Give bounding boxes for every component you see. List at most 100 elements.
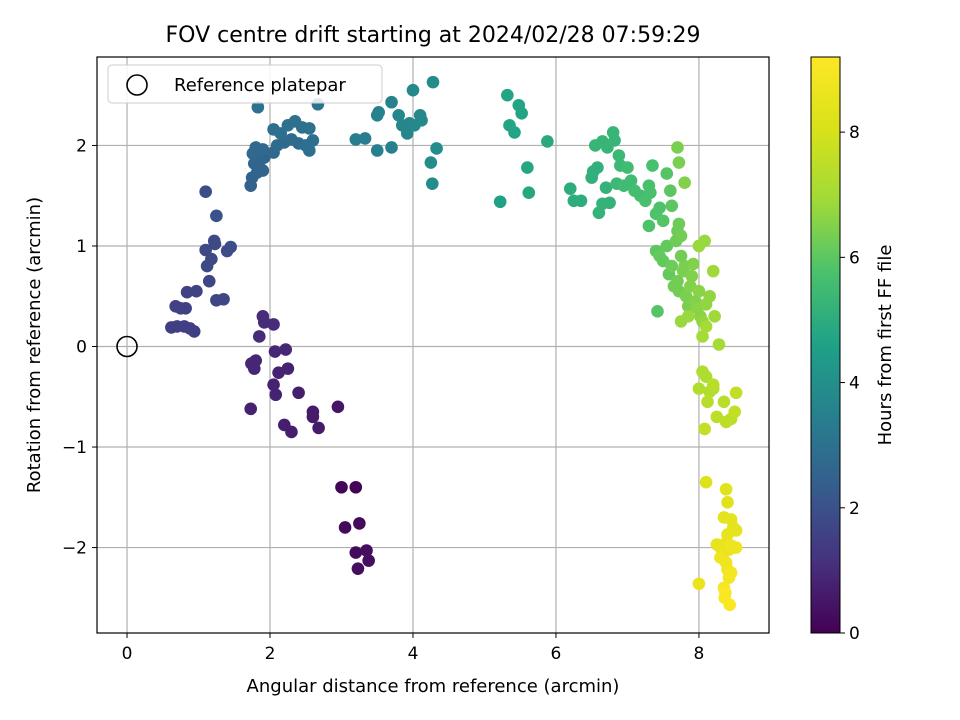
legend: Reference platepar [107, 64, 383, 104]
data-point [701, 395, 714, 409]
data-point [706, 264, 720, 278]
data-point [385, 141, 398, 154]
y-tick-label: 0 [76, 338, 87, 358]
data-point [660, 167, 674, 180]
data-point [244, 402, 258, 416]
data-point [621, 161, 634, 174]
data-point [224, 240, 237, 254]
colorbar-tick-label: 2 [849, 499, 860, 519]
x-tick-label: 4 [408, 644, 419, 664]
data-point [306, 134, 320, 147]
y-axis-ticks: −2 −1 0 1 2 [62, 136, 97, 559]
data-point [281, 362, 295, 375]
data-point [385, 95, 398, 109]
colorbar: 0 2 4 6 8 Hours from first FF file [810, 56, 896, 644]
data-point [292, 386, 305, 400]
data-point [722, 571, 736, 585]
data-point [515, 106, 528, 120]
legend-marker [126, 74, 148, 96]
data-point [696, 330, 709, 343]
data-point [653, 201, 666, 215]
data-point [703, 289, 716, 303]
data-point [303, 122, 316, 135]
data-point [521, 161, 534, 174]
data-point [358, 132, 372, 145]
data-point [706, 378, 720, 392]
colorbar-tick-label: 8 [849, 123, 860, 143]
y-tick-label: −2 [62, 539, 87, 559]
colorbar-gradient [810, 56, 841, 634]
data-point [349, 480, 363, 494]
data-point [644, 186, 657, 200]
data-point [672, 156, 686, 169]
data-point [179, 302, 192, 315]
y-tick-label: 2 [76, 136, 87, 156]
data-point [338, 521, 352, 534]
data-point [692, 382, 706, 396]
data-point [672, 217, 686, 231]
data-point [681, 310, 695, 323]
data-point [205, 252, 218, 266]
data-point [493, 195, 507, 209]
x-tick-label: 0 [122, 644, 133, 664]
data-point [199, 243, 212, 257]
data-point [199, 185, 212, 199]
data-point [664, 184, 677, 197]
data-point [699, 370, 713, 383]
data-point [728, 405, 741, 419]
data-point [279, 343, 293, 356]
y-axis-label: Rotation from reference (arcmin) [24, 197, 45, 493]
data-point [190, 284, 203, 298]
data-point [674, 229, 688, 243]
data-point [351, 562, 365, 575]
data-point [599, 181, 613, 194]
x-axis-ticks: 0 2 4 6 8 [122, 633, 705, 664]
y-tick-label: 1 [76, 237, 87, 257]
x-axis-label: Angular distance from reference (arcmin) [247, 676, 620, 697]
data-point [674, 249, 688, 263]
data-point [256, 164, 270, 177]
data-point [708, 310, 721, 323]
data-point [710, 410, 724, 424]
x-tick-label: 8 [694, 644, 705, 664]
data-point [692, 577, 706, 591]
data-point [208, 237, 222, 251]
colorbar-tick-label: 4 [849, 374, 860, 394]
data-point [252, 330, 266, 343]
data-point [267, 318, 280, 331]
data-point [624, 174, 638, 187]
data-point [247, 362, 261, 375]
plot-frame [96, 56, 770, 634]
data-point [698, 422, 711, 436]
legend-label: Reference platepar [174, 75, 346, 96]
data-point [267, 123, 280, 136]
data-point [430, 142, 443, 155]
x-tick-label: 6 [551, 644, 562, 664]
colorbar-ticks: 0 2 4 6 8 [840, 123, 860, 644]
data-point [501, 88, 514, 102]
data-point [712, 338, 726, 351]
data-point [646, 159, 659, 172]
data-point [729, 541, 743, 554]
legend-box [107, 64, 383, 104]
data-point [267, 378, 280, 392]
data-point [180, 285, 194, 299]
data-point [335, 480, 348, 494]
data-point [400, 127, 414, 140]
colorbar-label: Hours from first FF file [875, 245, 896, 446]
data-point [424, 156, 438, 169]
data-point [285, 425, 298, 439]
data-point [202, 274, 216, 288]
data-point [651, 305, 664, 318]
data-point [698, 234, 711, 248]
data-point [303, 144, 316, 157]
colorbar-tick-label: 6 [849, 248, 860, 268]
data-point [508, 126, 521, 139]
data-point [522, 186, 536, 200]
data-point [306, 410, 320, 424]
data-point [187, 325, 201, 338]
data-point [591, 161, 604, 174]
data-point [370, 144, 384, 157]
data-point [563, 182, 577, 195]
